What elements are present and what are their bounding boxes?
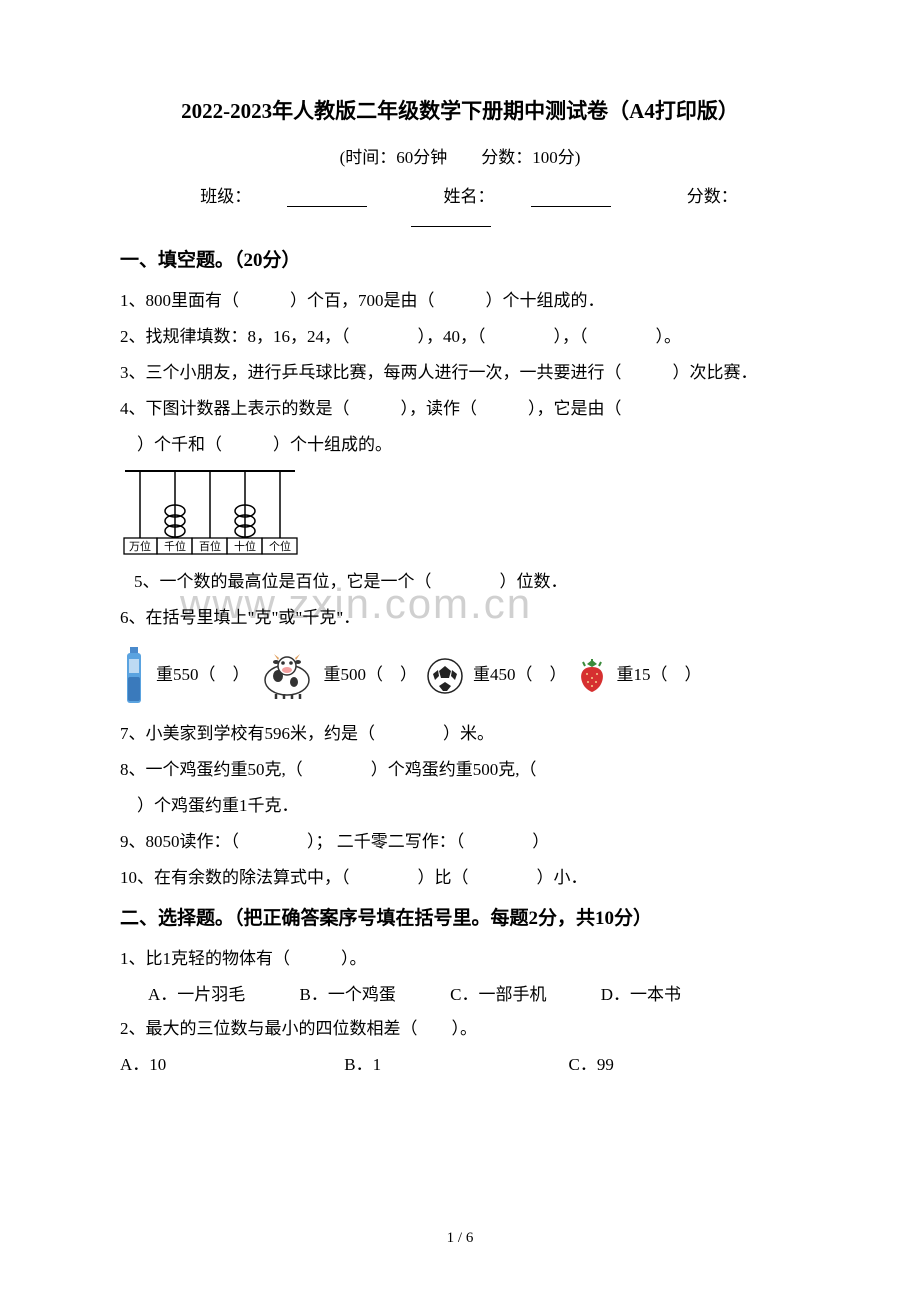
svg-text:十位: 十位 [234, 539, 256, 553]
q10: 10、在有余数的除法算式中，（ ）比（ ）小． [120, 861, 800, 895]
page-content: 2022-2023年人教版二年级数学下册期中测试卷（A4打印版） (时间：60分… [120, 95, 800, 1082]
strawberry-icon [575, 658, 609, 694]
exam-subtitle: (时间：60分钟 分数：100分) [120, 143, 800, 168]
water-weight: 重550（ ） [156, 658, 250, 692]
q4-line2: ）个千和（ ）个十组成的。 [120, 428, 800, 462]
q8-line2: ）个鸡蛋约重1千克． [120, 789, 800, 823]
svg-text:个位: 个位 [269, 539, 291, 553]
s2-q2-b: B．1 [344, 1048, 564, 1082]
s2-q1-c: C．一部手机 [450, 985, 546, 1004]
q5: 5、一个数的最高位是百位，它是一个（ ）位数． [120, 565, 800, 599]
svg-text:百位: 百位 [199, 539, 221, 553]
strawberry-weight: 重15（ ） [617, 658, 702, 692]
student-info-line: 班级： 姓名： 分数： [120, 182, 800, 227]
s2-q1-choices: A．一片羽毛 B．一个鸡蛋 C．一部手机 D．一本书 [120, 978, 800, 1012]
s2-q1-a: A．一片羽毛 [148, 985, 245, 1004]
q6: 6、在括号里填上"克"或"千克"． [120, 601, 800, 635]
svg-text:万位: 万位 [129, 539, 151, 553]
abacus-diagram: 万位 千位 百位 十位 个位 [120, 466, 800, 561]
q4-line1: 4、下图计数器上表示的数是（ ），读作（ ），它是由（ [120, 392, 800, 426]
water-bottle-icon [120, 645, 148, 707]
ball-weight: 重450（ ） [473, 658, 567, 692]
s2-q2: 2、最大的三位数与最小的四位数相差（ ）。 [120, 1012, 800, 1046]
cow-weight: 重500（ ） [324, 658, 418, 692]
q7: 7、小美家到学校有596米，约是（ ）米。 [120, 717, 800, 751]
s2-q2-a: A．10 [120, 1048, 340, 1082]
svg-text:千位: 千位 [164, 539, 186, 553]
q2: 2、找规律填数：8，16，24，（ ），40，（ ），（ ）。 [120, 320, 800, 354]
section2-header: 二、选择题。（把正确答案序号填在括号里。每题2分，共10分） [120, 903, 800, 930]
soccer-ball-icon [425, 656, 465, 696]
exam-title: 2022-2023年人教版二年级数学下册期中测试卷（A4打印版） [120, 95, 800, 125]
weight-items-row: 重550（ ） 重500（ ） [120, 645, 800, 707]
s2-q1-d: D．一本书 [601, 985, 681, 1004]
s2-q1: 1、比1克轻的物体有（ ）。 [120, 942, 800, 976]
section1-header: 一、填空题。（20分） [120, 245, 800, 272]
q8-line1: 8、一个鸡蛋约重50克,（ ）个鸡蛋约重500克,（ [120, 753, 800, 787]
cow-icon [258, 652, 316, 700]
name-label: 姓名： [426, 187, 629, 206]
q9: 9、8050读作：（ ）； 二千零二写作：（ ） [120, 825, 800, 859]
s2-q2-choices: A．10 B．1 C．99 [120, 1048, 800, 1082]
q1: 1、800里面有（ ）个百，700是由（ ）个十组成的． [120, 284, 800, 318]
page-footer: 1 / 6 [0, 1230, 920, 1247]
s2-q1-b: B．一个鸡蛋 [300, 985, 396, 1004]
s2-q2-c: C．99 [569, 1048, 614, 1082]
class-label: 班级： [182, 187, 385, 206]
q3: 3、三个小朋友，进行乒乓球比赛，每两人进行一次，一共要进行（ ）次比赛． [120, 356, 800, 390]
